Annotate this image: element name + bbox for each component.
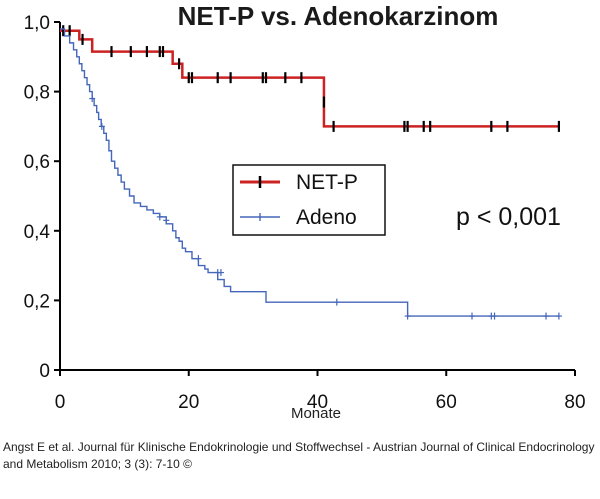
source-caption: Angst E et al. Journal für Klinische End… [3,440,595,471]
x-axis-label: Monate [291,405,341,422]
p-value-annotation: p < 0,001 [456,203,561,231]
y-tick-label: 0 [39,361,50,382]
chart-curves [60,25,562,320]
legend-box [232,164,386,236]
y-tick-label: 0,6 [24,152,50,173]
legend-label-adeno: Adeno [296,206,357,229]
chart-axes: 0 0,2 0,4 0,6 0,8 1,0 0 20 40 60 80 [24,13,586,413]
x-tick-label: 40 [307,392,328,413]
y-tick-label: 0,8 [24,83,50,104]
series-line-net-p [60,29,559,128]
x-tick-label: 20 [178,392,199,413]
y-tick-label: 0,4 [24,222,51,243]
series-line-adeno [60,28,559,317]
x-tick-label: 60 [436,392,457,413]
chart-legend: NET-P Adeno [232,164,386,236]
legend-label-netp: NET-P [296,171,358,194]
x-tick-label: 80 [564,392,585,413]
y-tick-label: 1,0 [24,13,50,34]
x-tick-label: 0 [55,392,66,413]
y-tick-label: 0,2 [24,291,50,312]
chart-title: NET-P vs. Adenokarzinom [178,1,499,31]
survival-chart: NET-P vs. Adenokarzinom 0 0,2 0,4 0,6 0,8 1,0… [24,1,586,422]
